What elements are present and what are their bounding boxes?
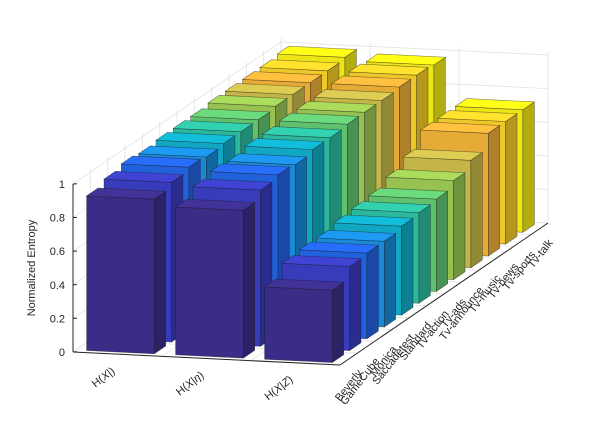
z-tick-label: 0 (59, 347, 65, 359)
x-tick-label: H(X|η) (174, 369, 206, 398)
x-tick-label: H(X|Z) (263, 374, 296, 403)
bar (85, 187, 167, 355)
z-tick-label: 0.8 (50, 213, 65, 225)
axes (72, 183, 549, 366)
z-tick-label: 0.2 (50, 313, 65, 325)
z-tick-label: 0.6 (50, 246, 65, 258)
x-tick-label: H(X|) (90, 365, 117, 390)
y-axis-label: Normalized Entropy (26, 219, 38, 316)
bars (85, 45, 536, 364)
z-tick-label: 0.4 (50, 280, 65, 292)
x-axis-line (72, 351, 341, 366)
depth-axis-line (339, 222, 549, 366)
bar (263, 278, 345, 364)
bar (174, 198, 256, 359)
z-tick-label: 1 (59, 179, 65, 191)
